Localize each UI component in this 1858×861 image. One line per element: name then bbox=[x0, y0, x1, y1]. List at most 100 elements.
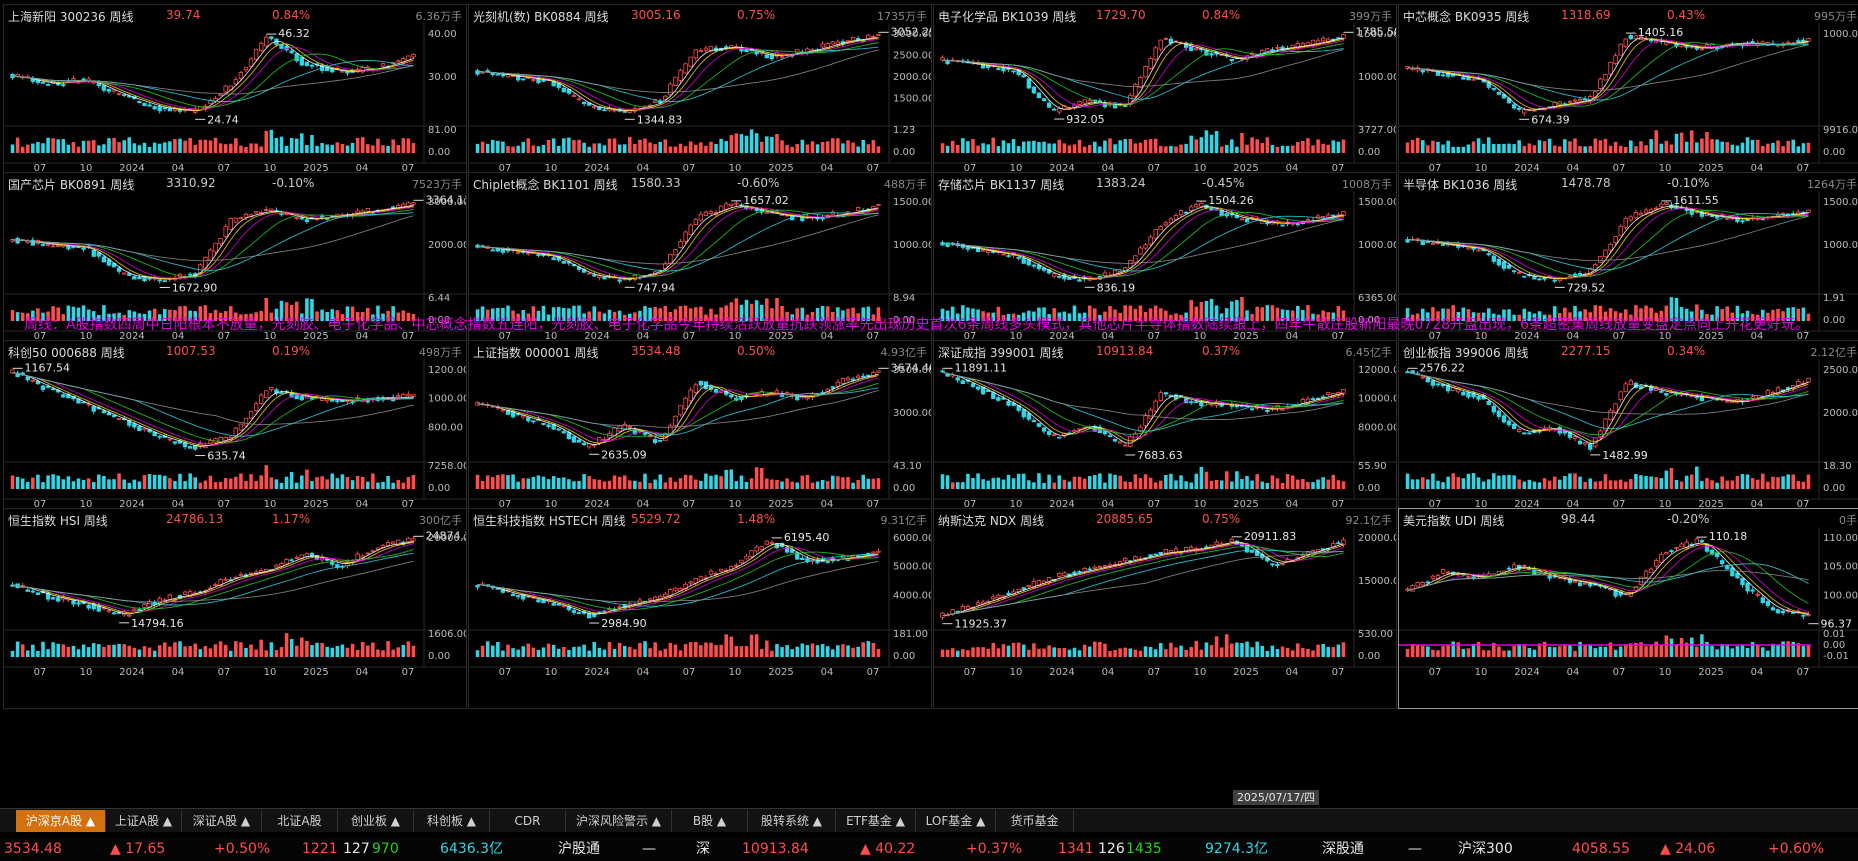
chart-panel[interactable]: 创业板指 399006 周线 2277.15 0.34% 2.12亿手 2576.22 1… bbox=[1398, 340, 1858, 541]
volume-bar bbox=[1189, 135, 1193, 153]
chart-panel[interactable]: 恒生指数 HSI 周线24786.131.17%300亿手24874.39147… bbox=[3, 508, 467, 709]
volume-bar bbox=[284, 633, 289, 657]
chart-panel[interactable]: 半导体 BK1036 周线 1478.78 -0.10% 1264万手 1611.55 7… bbox=[1398, 172, 1858, 373]
market-tab[interactable]: 深证A股 ▲ bbox=[182, 810, 262, 832]
volume-bar bbox=[825, 306, 830, 321]
volume-bar bbox=[1174, 647, 1178, 657]
candle-body bbox=[1021, 409, 1026, 418]
moving-average-line bbox=[942, 43, 1344, 106]
candle-body bbox=[182, 591, 188, 595]
hs300-index: 4058.55 bbox=[1572, 841, 1630, 857]
candle-body bbox=[1425, 581, 1431, 584]
volume-bar bbox=[76, 146, 81, 153]
candle-body bbox=[1341, 211, 1346, 216]
candle-body bbox=[1077, 101, 1082, 105]
volume-bar bbox=[178, 641, 182, 657]
chart-panel[interactable]: 纳斯达克 NDX 周线 20885.65 0.75% 92.1亿手 20911.83 11… bbox=[933, 508, 1397, 709]
volume-bar bbox=[1725, 480, 1730, 489]
volume-bar bbox=[1806, 313, 1811, 321]
market-tab[interactable]: 股转系统 ▲ bbox=[748, 810, 836, 832]
volume-bar bbox=[628, 646, 632, 657]
chart-panel[interactable]: 上海新阳 300236 周线 39.74 0.84% 6.36万手 46.32 24.74… bbox=[3, 4, 467, 205]
volume-bar bbox=[971, 647, 975, 657]
volume-bar bbox=[729, 135, 734, 153]
volume-bar bbox=[673, 146, 678, 153]
volume-bar bbox=[683, 146, 688, 153]
volume-tick-label: 0.00 bbox=[1358, 315, 1380, 326]
volume-tick-label: 0.00 bbox=[1358, 651, 1380, 662]
x-tick-label: 2025 bbox=[303, 163, 328, 174]
candle-body bbox=[248, 58, 254, 67]
candle-body bbox=[1567, 275, 1573, 278]
chart-panel[interactable]: 美元指数 UDI 周线 98.44 -0.20% 0手 110.18 96.37 110.0… bbox=[1398, 508, 1858, 709]
candle-body bbox=[208, 249, 213, 261]
moving-average-line bbox=[12, 541, 414, 614]
volume-bar bbox=[1113, 474, 1117, 489]
candle-body bbox=[683, 231, 688, 242]
chart-panel[interactable]: 深证成指 399001 周线 10913.84 0.37% 6.45亿手 11891.1… bbox=[933, 340, 1397, 541]
chart-panel[interactable]: 存储芯片 BK1137 周线 1383.24 -0.45% 1008万手 1504.26… bbox=[933, 172, 1397, 373]
volume-bar bbox=[996, 477, 1001, 489]
volume-bar bbox=[1062, 311, 1067, 321]
market-tab[interactable]: 沪深京A股 ▲ bbox=[16, 810, 106, 832]
volume-bar bbox=[1532, 649, 1537, 657]
chart-panel[interactable]: 电子化学品 BK1039 周线 1729.70 0.84% 399万手 1785.58 9… bbox=[933, 4, 1397, 205]
market-tab[interactable]: 上证A股 ▲ bbox=[106, 810, 182, 832]
volume-bar bbox=[1608, 480, 1613, 489]
volume-bar bbox=[971, 477, 975, 489]
volume-bar bbox=[51, 138, 55, 153]
x-tick-label: 2024 bbox=[119, 163, 144, 174]
candle-body bbox=[1679, 543, 1684, 548]
market-tab[interactable]: ETF基金 ▲ bbox=[836, 810, 916, 832]
chart-panel[interactable]: 上证指数 000001 周线 3534.48 0.50% 4.93亿手 3674.40 2… bbox=[468, 340, 932, 541]
volume-bar bbox=[1067, 313, 1072, 321]
market-tab[interactable]: CDR bbox=[490, 810, 566, 832]
volume-bar bbox=[1436, 311, 1440, 321]
volume-bar bbox=[1148, 477, 1153, 489]
volume-bar bbox=[480, 141, 485, 153]
market-tab[interactable]: 科创板 ▲ bbox=[414, 810, 490, 832]
volume-bar bbox=[1801, 307, 1806, 321]
candle-body bbox=[157, 105, 162, 112]
volume-bar bbox=[1583, 309, 1587, 321]
volume-bar bbox=[294, 138, 299, 153]
chart-panel[interactable]: 中芯概念 BK0935 周线 1318.69 0.43% 995万手 1405.16 67… bbox=[1398, 4, 1858, 205]
market-tab[interactable]: 北证A股 bbox=[262, 810, 338, 832]
volume-bar bbox=[1341, 139, 1346, 153]
volume-bar bbox=[955, 650, 960, 657]
volume-bar bbox=[678, 478, 683, 489]
market-tab[interactable]: 创业板 ▲ bbox=[338, 810, 414, 832]
volume-bar bbox=[61, 314, 66, 321]
volume-bar bbox=[1098, 314, 1102, 321]
candle-body bbox=[1041, 267, 1047, 271]
volume-bar bbox=[97, 474, 101, 489]
volume-bar bbox=[966, 141, 970, 153]
volume-bar bbox=[1451, 146, 1455, 153]
kline-chart: 110.1896.37110.00105.00100.000.010.00-0.… bbox=[1399, 527, 1858, 678]
volume-bar bbox=[841, 143, 845, 153]
x-tick-label: 07 bbox=[683, 667, 696, 678]
candle-body bbox=[269, 386, 274, 391]
chart-panel[interactable]: Chiplet概念 BK1101 周线 1580.33 -0.60% 488万手 165… bbox=[468, 172, 932, 373]
chart-panel[interactable]: 国产芯片 BK0891 周线 3310.92 -0.10% 7523万手 3364.13… bbox=[3, 172, 467, 373]
chart-panel[interactable]: 光刻机(数) BK0884 周线 3005.16 0.75% 1735万手 3052.2… bbox=[468, 4, 932, 205]
market-tab[interactable]: B股 ▲ bbox=[672, 810, 748, 832]
market-tab[interactable]: 沪深风险警示 ▲ bbox=[566, 810, 672, 832]
volume-bar bbox=[1664, 305, 1669, 321]
market-tab[interactable]: LOF基金 ▲ bbox=[916, 810, 996, 832]
candle-body bbox=[71, 78, 76, 81]
x-tick-label: 04 bbox=[637, 163, 650, 174]
volume-bar bbox=[1224, 634, 1229, 657]
volume-bar bbox=[1113, 309, 1117, 321]
volume-bar bbox=[1341, 642, 1346, 657]
panel-header: 科创50 000688 周线 1007.53 0.19% 498万手 bbox=[8, 344, 462, 360]
volume-bar bbox=[1598, 140, 1603, 153]
volume-bar bbox=[795, 308, 800, 321]
volume-bar bbox=[1593, 305, 1598, 321]
volume-bar bbox=[1634, 474, 1638, 489]
chart-panel[interactable]: 恒生科技指数 HSTECH 周线 5529.72 1.48% 9.31亿手 6195.4… bbox=[468, 508, 932, 709]
market-tab[interactable]: 货币基金 bbox=[996, 810, 1074, 832]
volume-bar bbox=[541, 144, 546, 153]
x-tick-label: 07 bbox=[1797, 667, 1810, 678]
panel-header: 深证成指 399001 周线 10913.84 0.37% 6.45亿手 bbox=[938, 344, 1392, 360]
